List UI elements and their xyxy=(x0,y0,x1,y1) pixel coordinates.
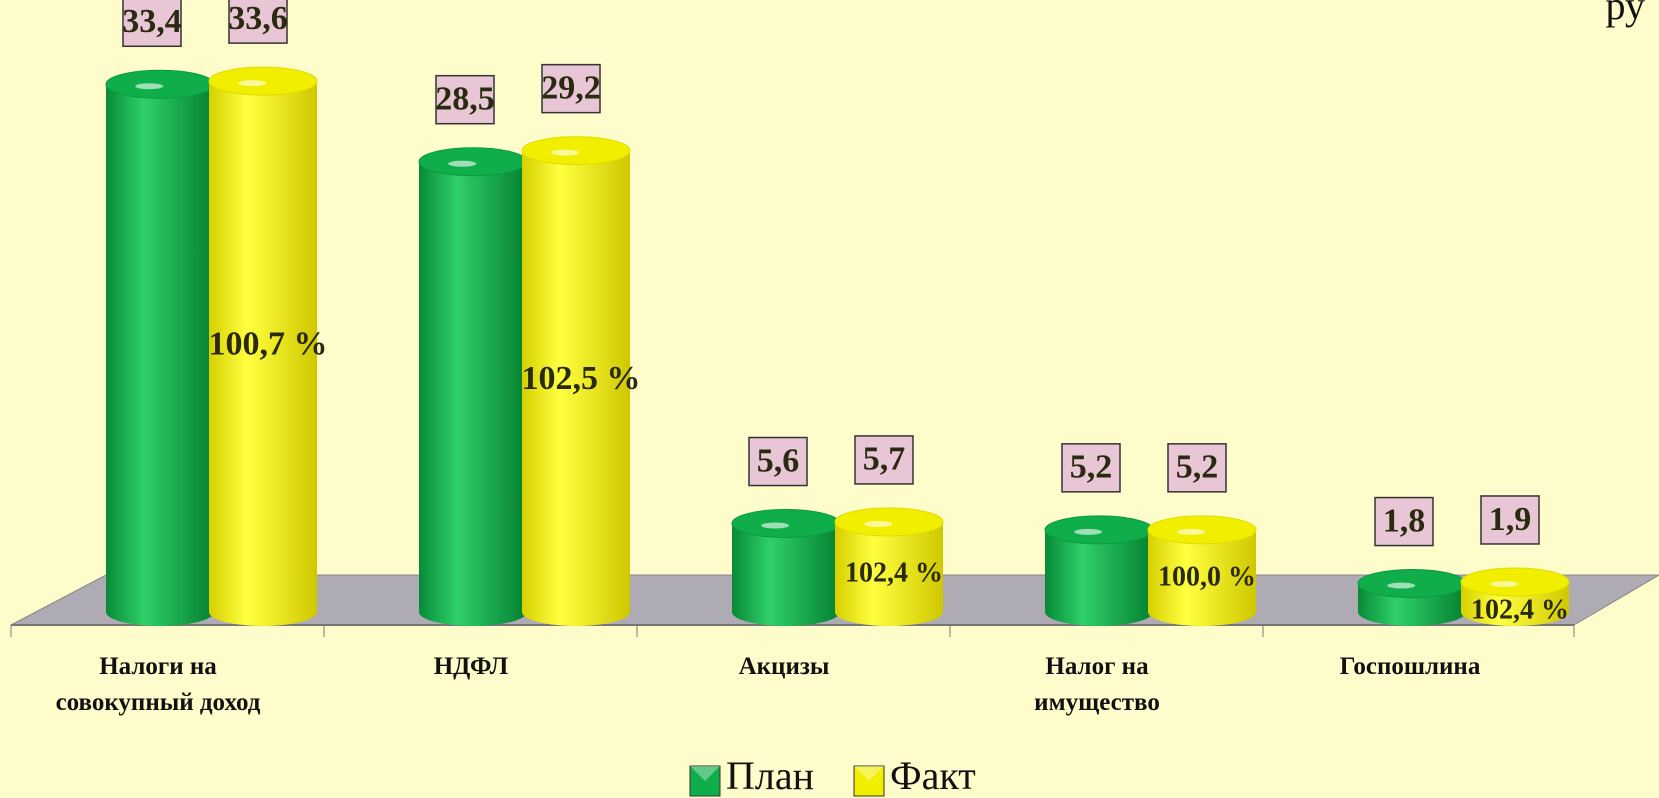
cylinder-highlight xyxy=(1387,582,1416,589)
value-label: 1,8 xyxy=(1383,502,1426,539)
value-label-box xyxy=(541,63,601,114)
value-label: 28,5 xyxy=(435,80,495,117)
value-label: 33,4 xyxy=(122,3,182,40)
value-label-box xyxy=(1061,443,1121,493)
x-tick-label: Налоги на совокупный доход xyxy=(56,653,261,716)
cylinder-highlight xyxy=(551,149,580,156)
value-label-box xyxy=(122,0,182,48)
x-tick-label-line: Акцизы xyxy=(739,653,830,680)
cylinder-top xyxy=(1357,569,1467,599)
cylinder-top xyxy=(105,69,215,99)
cylinder-highlight xyxy=(238,80,267,87)
cylinder-highlight xyxy=(761,522,790,529)
bar xyxy=(732,523,840,612)
cylinder xyxy=(834,507,944,626)
x-tick-label-line: НДФЛ xyxy=(434,653,509,680)
cylinder-top xyxy=(1147,515,1257,545)
cylinder-top xyxy=(834,507,944,537)
value-label: 33,6 xyxy=(228,0,288,37)
completion-label: 100,0 % xyxy=(1158,561,1256,592)
cylinder-top xyxy=(208,66,318,96)
x-tick-label: НДФЛ xyxy=(434,653,509,680)
cylinder-highlight xyxy=(135,83,164,90)
x-tick-label-line: Налоги на xyxy=(99,653,217,680)
value-label: 5,7 xyxy=(863,441,906,478)
cylinder-top xyxy=(418,147,528,177)
value-label: 29,2 xyxy=(541,69,601,106)
completion-label: 102,4 % xyxy=(1471,594,1569,625)
legend-swatch xyxy=(853,765,885,797)
cylinder xyxy=(1147,515,1257,626)
bar xyxy=(419,161,527,612)
legend-label: Факт xyxy=(890,753,976,798)
legend-swatch-bevel xyxy=(854,766,885,781)
cylinder-highlight xyxy=(1074,528,1103,535)
cylinder xyxy=(418,147,528,626)
cylinder-top xyxy=(731,509,841,539)
value-label-box xyxy=(1374,496,1434,547)
x-tick-label: Госпошлина xyxy=(1340,653,1481,680)
bar xyxy=(209,81,317,613)
cylinder xyxy=(1460,567,1570,626)
value-label: 1,9 xyxy=(1489,501,1532,538)
value-label-box xyxy=(748,436,808,487)
x-tick-label-line: Госпошлина xyxy=(1340,653,1481,680)
cylinder-top xyxy=(1460,567,1570,597)
x-tick-label-line: совокупный доход xyxy=(56,689,261,716)
x-tick-label: Акцизы xyxy=(739,653,830,680)
value-label-box xyxy=(1480,495,1540,545)
cylinder xyxy=(105,69,215,626)
cylinder xyxy=(1357,569,1467,626)
cylinder xyxy=(1044,515,1154,626)
value-label-box xyxy=(1167,443,1227,493)
x-tick-label-line: имущество xyxy=(1034,689,1160,716)
bar xyxy=(106,84,214,612)
cylinder-top xyxy=(1044,515,1154,545)
cylinder-highlight xyxy=(1177,528,1206,535)
legend-label: План xyxy=(726,753,814,798)
value-label-box xyxy=(228,0,288,44)
cylinder-highlight xyxy=(448,160,477,167)
value-label-box xyxy=(854,435,914,485)
legend-swatch-bevel xyxy=(690,766,720,781)
cylinder-highlight xyxy=(1490,580,1519,587)
legend-swatch xyxy=(689,765,721,797)
cylinder xyxy=(208,66,318,626)
value-label: 5,2 xyxy=(1176,449,1219,486)
cylinder-top xyxy=(521,136,631,166)
x-tick-label: Налог на имущество xyxy=(1034,653,1160,716)
x-tick-label-line: Налог на xyxy=(1045,653,1149,680)
annotation: ру xyxy=(1606,0,1645,28)
cylinder-highlight xyxy=(864,520,893,527)
value-label: 5,6 xyxy=(757,442,800,479)
cylinder xyxy=(521,136,631,626)
bar xyxy=(835,521,943,612)
completion-label: 102,5 % xyxy=(522,360,641,397)
bar xyxy=(522,150,630,612)
completion-label: 100,7 % xyxy=(209,325,328,362)
value-label-box xyxy=(435,74,495,125)
cylinder xyxy=(731,509,841,626)
value-label: 5,2 xyxy=(1070,449,1113,486)
completion-label: 102,4 % xyxy=(845,557,943,588)
